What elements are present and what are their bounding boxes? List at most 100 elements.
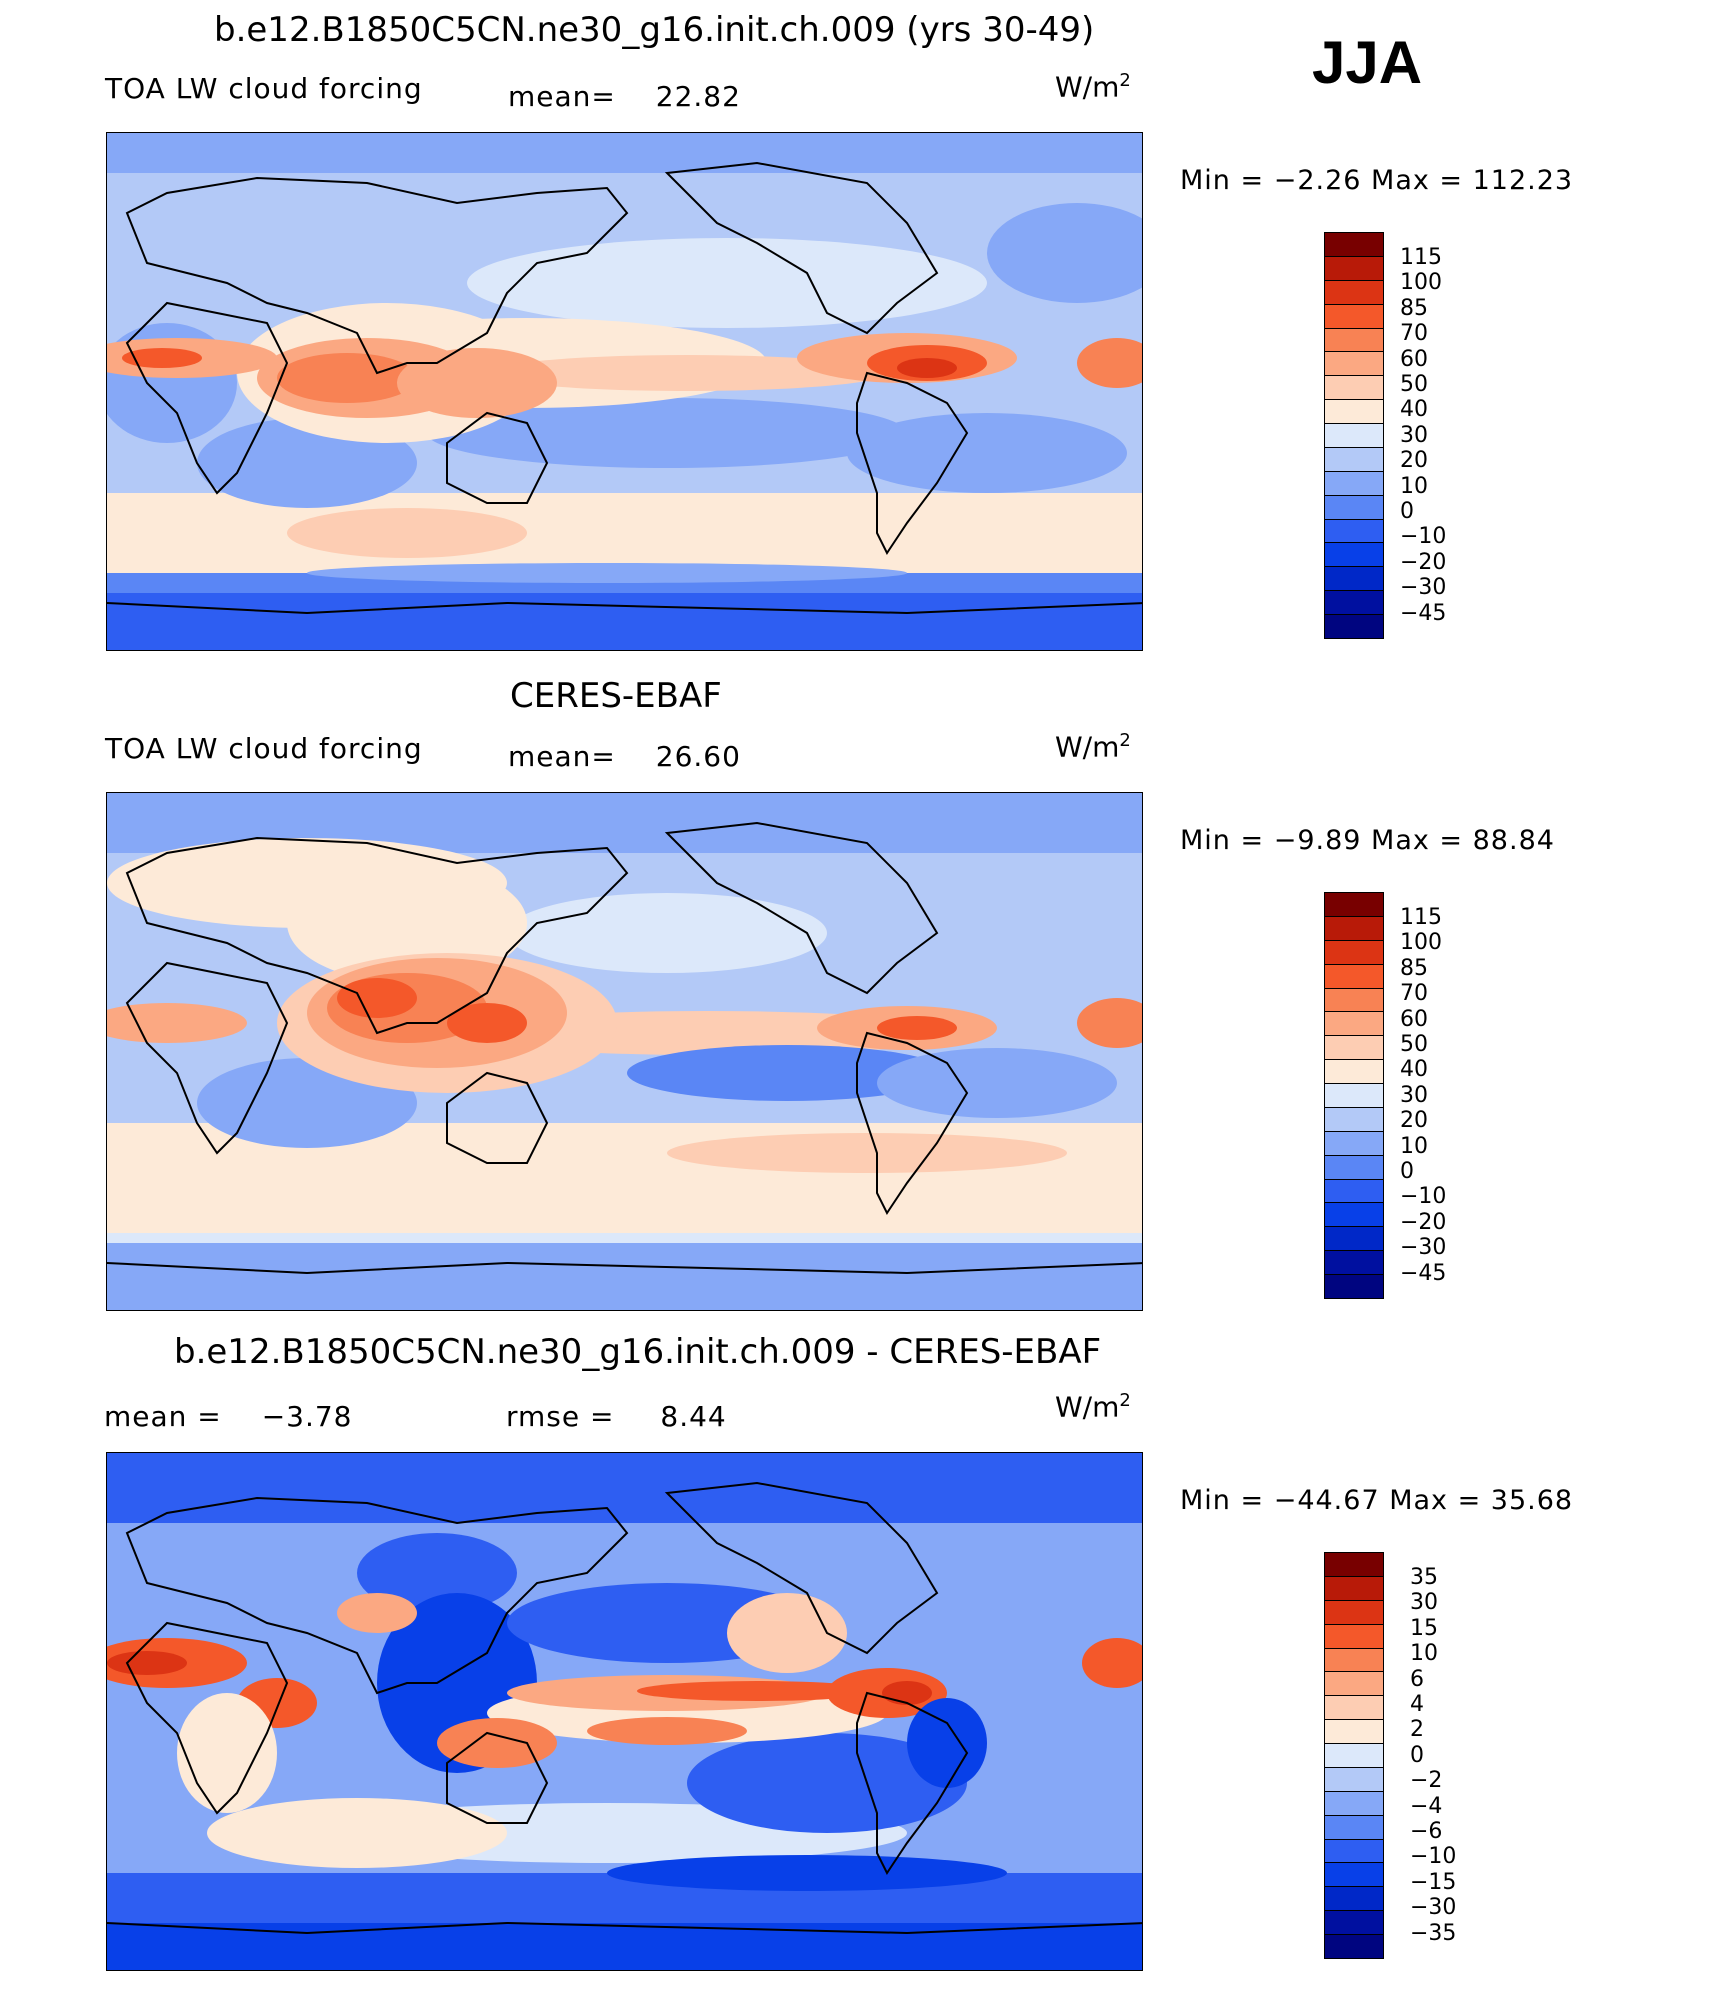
colorbar-swatch (1325, 1060, 1383, 1084)
colorbar-tick-label: 30 (1400, 1082, 1428, 1108)
panel-3-mean-value: −3.78 (261, 1400, 353, 1433)
colorbar-tick-label: 60 (1400, 1006, 1428, 1032)
colorbar-tick-label: −30 (1400, 1235, 1447, 1261)
panel-2-units: W/m2 (1055, 730, 1131, 763)
panel-3-mean-text: mean = (104, 1400, 222, 1433)
colorbar-tick-label: 30 (1400, 422, 1428, 448)
colorbar-swatch (1325, 1887, 1383, 1912)
colorbar-swatch (1325, 567, 1383, 592)
colorbar-tick-label: −45 (1400, 600, 1447, 626)
colorbar-swatch (1325, 1012, 1383, 1037)
colorbar-tick-label: −30 (1400, 575, 1447, 601)
panel-3-colorbar-labels: 35 30 15 10 6 4 2 0 −2 −4 −6 −10 −15 −30 −35 (1410, 1565, 1456, 1946)
panel-3-units-base: W/m (1055, 1390, 1120, 1424)
colorbar-swatch (1325, 1576, 1383, 1601)
colorbar-swatch (1325, 916, 1383, 941)
panel-1-mean-text: mean= (508, 80, 616, 113)
panel-2-colorbar-labels: 115 100 85 70 60 50 40 30 20 10 0 −10 −20 −30 −45 (1400, 905, 1446, 1286)
colorbar-tick-label: 40 (1400, 397, 1428, 423)
panel-1-map (106, 132, 1143, 651)
colorbar-tick-label: 115 (1400, 905, 1442, 930)
colorbar-tick-label: −20 (1400, 549, 1447, 575)
colorbar-tick-label: 60 (1400, 346, 1428, 372)
colorbar-swatch (1325, 1107, 1383, 1132)
colorbar-swatch (1325, 471, 1383, 496)
panel-2-minmax: Min = −9.89 Max = 88.84 (1180, 825, 1555, 856)
colorbar-tick-label: −35 (1410, 1920, 1457, 1946)
panel-3-title: b.e12.B1850C5CN.ne30_g16.init.ch.009 - C… (174, 1332, 1102, 1372)
panel-2-mean-label: mean= 26.60 (508, 740, 741, 773)
panel-3-rmse-label: rmse = 8.44 (506, 1400, 727, 1433)
colorbar-tick-label: 70 (1400, 981, 1428, 1007)
colorbar-swatch (1325, 1275, 1383, 1298)
colorbar-swatch (1325, 495, 1383, 520)
colorbar-swatch (1325, 1911, 1383, 1935)
colorbar-swatch (1325, 1839, 1383, 1864)
panel-2-mean-value: 26.60 (655, 740, 741, 773)
panel-3-units-exp: 2 (1119, 1390, 1131, 1411)
colorbar-swatch (1325, 615, 1383, 638)
colorbar-tick-label: −10 (1400, 524, 1447, 550)
colorbar-swatch (1325, 1935, 1383, 1958)
colorbar-swatch (1325, 424, 1383, 448)
colorbar-swatch (1325, 1624, 1383, 1649)
panel-1-units-base: W/m (1055, 70, 1120, 104)
colorbar-swatch (1325, 376, 1383, 401)
colorbar-swatch (1325, 988, 1383, 1013)
panel-1-mean-value: 22.82 (655, 80, 741, 113)
colorbar-swatch (1325, 1791, 1383, 1816)
colorbar-tick-label: −20 (1400, 1209, 1447, 1235)
colorbar-tick-label: 115 (1400, 245, 1442, 270)
colorbar-swatch (1325, 233, 1383, 257)
colorbar-tick-label: 4 (1410, 1692, 1424, 1718)
panel-1-colorbar-labels: 115 100 85 70 60 50 40 30 20 10 0 −10 −20 −30 −45 (1400, 245, 1446, 626)
colorbar-swatch (1325, 1155, 1383, 1180)
colorbar-swatch (1325, 1553, 1383, 1577)
colorbar-tick-label: 30 (1410, 1590, 1438, 1616)
colorbar-tick-label: 50 (1400, 372, 1428, 398)
panel-2-title: CERES-EBAF (510, 676, 722, 716)
colorbar-swatch (1325, 591, 1383, 615)
colorbar-swatch (1325, 1744, 1383, 1768)
colorbar-swatch (1325, 1696, 1383, 1721)
colorbar-tick-label: −10 (1410, 1844, 1457, 1870)
colorbar-swatch (1325, 1179, 1383, 1204)
panel-1-units: W/m2 (1055, 70, 1131, 103)
panel-1-mean-label: mean= 22.82 (508, 80, 741, 113)
colorbar-tick-label: 85 (1400, 295, 1428, 321)
colorbar-swatch (1325, 352, 1383, 377)
colorbar-tick-label: −6 (1410, 1819, 1443, 1845)
colorbar-swatch (1325, 328, 1383, 353)
colorbar-tick-label: 15 (1410, 1615, 1438, 1641)
colorbar-swatch (1325, 1251, 1383, 1275)
colorbar-swatch (1325, 304, 1383, 329)
panel-1-minmax: Min = −2.26 Max = 112.23 (1180, 165, 1574, 196)
colorbar-swatch (1325, 1648, 1383, 1673)
colorbar-swatch (1325, 893, 1383, 917)
colorbar-swatch (1325, 1672, 1383, 1697)
colorbar-swatch (1325, 1600, 1383, 1625)
colorbar-swatch (1325, 1767, 1383, 1792)
panel-3-map (106, 1452, 1143, 1971)
colorbar-tick-label: 10 (1410, 1641, 1438, 1667)
colorbar-tick-label: 100 (1400, 930, 1442, 956)
colorbar-tick-label: 85 (1400, 955, 1428, 981)
colorbar-tick-label: 20 (1400, 448, 1428, 474)
panel-2-units-exp: 2 (1119, 730, 1131, 751)
season-label: JJA (1312, 29, 1423, 96)
colorbar-tick-label: 35 (1410, 1565, 1438, 1590)
colorbar-tick-label: −4 (1410, 1793, 1443, 1819)
colorbar-swatch (1325, 964, 1383, 989)
panel-1-variable-label: TOA LW cloud forcing (105, 72, 423, 105)
panel-1-units-exp: 2 (1119, 70, 1131, 91)
colorbar-swatch (1325, 1084, 1383, 1108)
colorbar-tick-label: −2 (1410, 1768, 1443, 1794)
panel-2-colorbar (1324, 892, 1384, 1299)
panel-3-rmse-text: rmse = (506, 1400, 615, 1433)
colorbar-tick-label: 0 (1400, 499, 1414, 525)
colorbar-swatch (1325, 447, 1383, 472)
colorbar-tick-label: 70 (1400, 321, 1428, 347)
panel-1-title: b.e12.B1850C5CN.ne30_g16.init.ch.009 (yr… (214, 10, 1095, 50)
panel-1-colorbar (1324, 232, 1384, 639)
colorbar-tick-label: −45 (1400, 1260, 1447, 1286)
